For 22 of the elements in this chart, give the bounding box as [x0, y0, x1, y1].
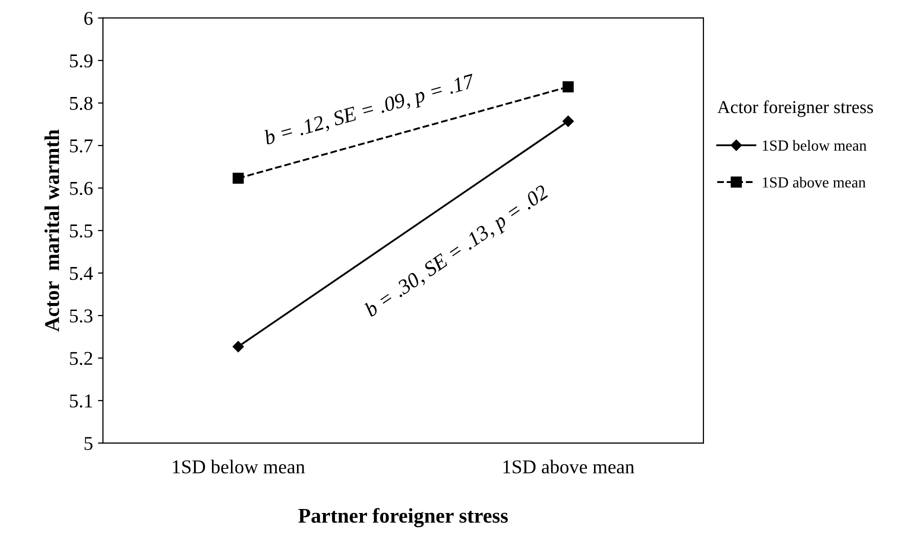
- y-tick-label: 6: [84, 12, 93, 25]
- y-tick-label: 5.1: [70, 394, 92, 408]
- y-tick-label: 5.2: [70, 352, 92, 366]
- legend-label: 1SD below mean: [762, 140, 866, 151]
- x-axis-title: Partner foreigner stress: [298, 508, 508, 528]
- y-tick-label: 5.5: [70, 224, 92, 238]
- y-tick-label: 5.7: [70, 140, 93, 153]
- point: [232, 172, 244, 184]
- y-tick-label: 5.4: [70, 266, 93, 280]
- y-axis-title: Actor marital warmth: [44, 130, 60, 332]
- y-tick-label: 5.3: [70, 309, 92, 323]
- y-tick-label: 5.6: [70, 182, 93, 196]
- point: [562, 81, 574, 92]
- y-tick-label: 5: [84, 437, 92, 450]
- point: [562, 116, 574, 127]
- annotation: b = .12, SE = .09, p = .17: [263, 72, 477, 149]
- y-tick-label: 5.9: [70, 54, 92, 68]
- point: [232, 340, 244, 352]
- annotation: b = .30, SE = .13, p = .02: [363, 184, 552, 321]
- y-tick-label: 5.8: [70, 96, 92, 110]
- legend-label: 1SD above mean: [762, 176, 866, 188]
- legend-title: Actor foreigner stress: [717, 100, 873, 117]
